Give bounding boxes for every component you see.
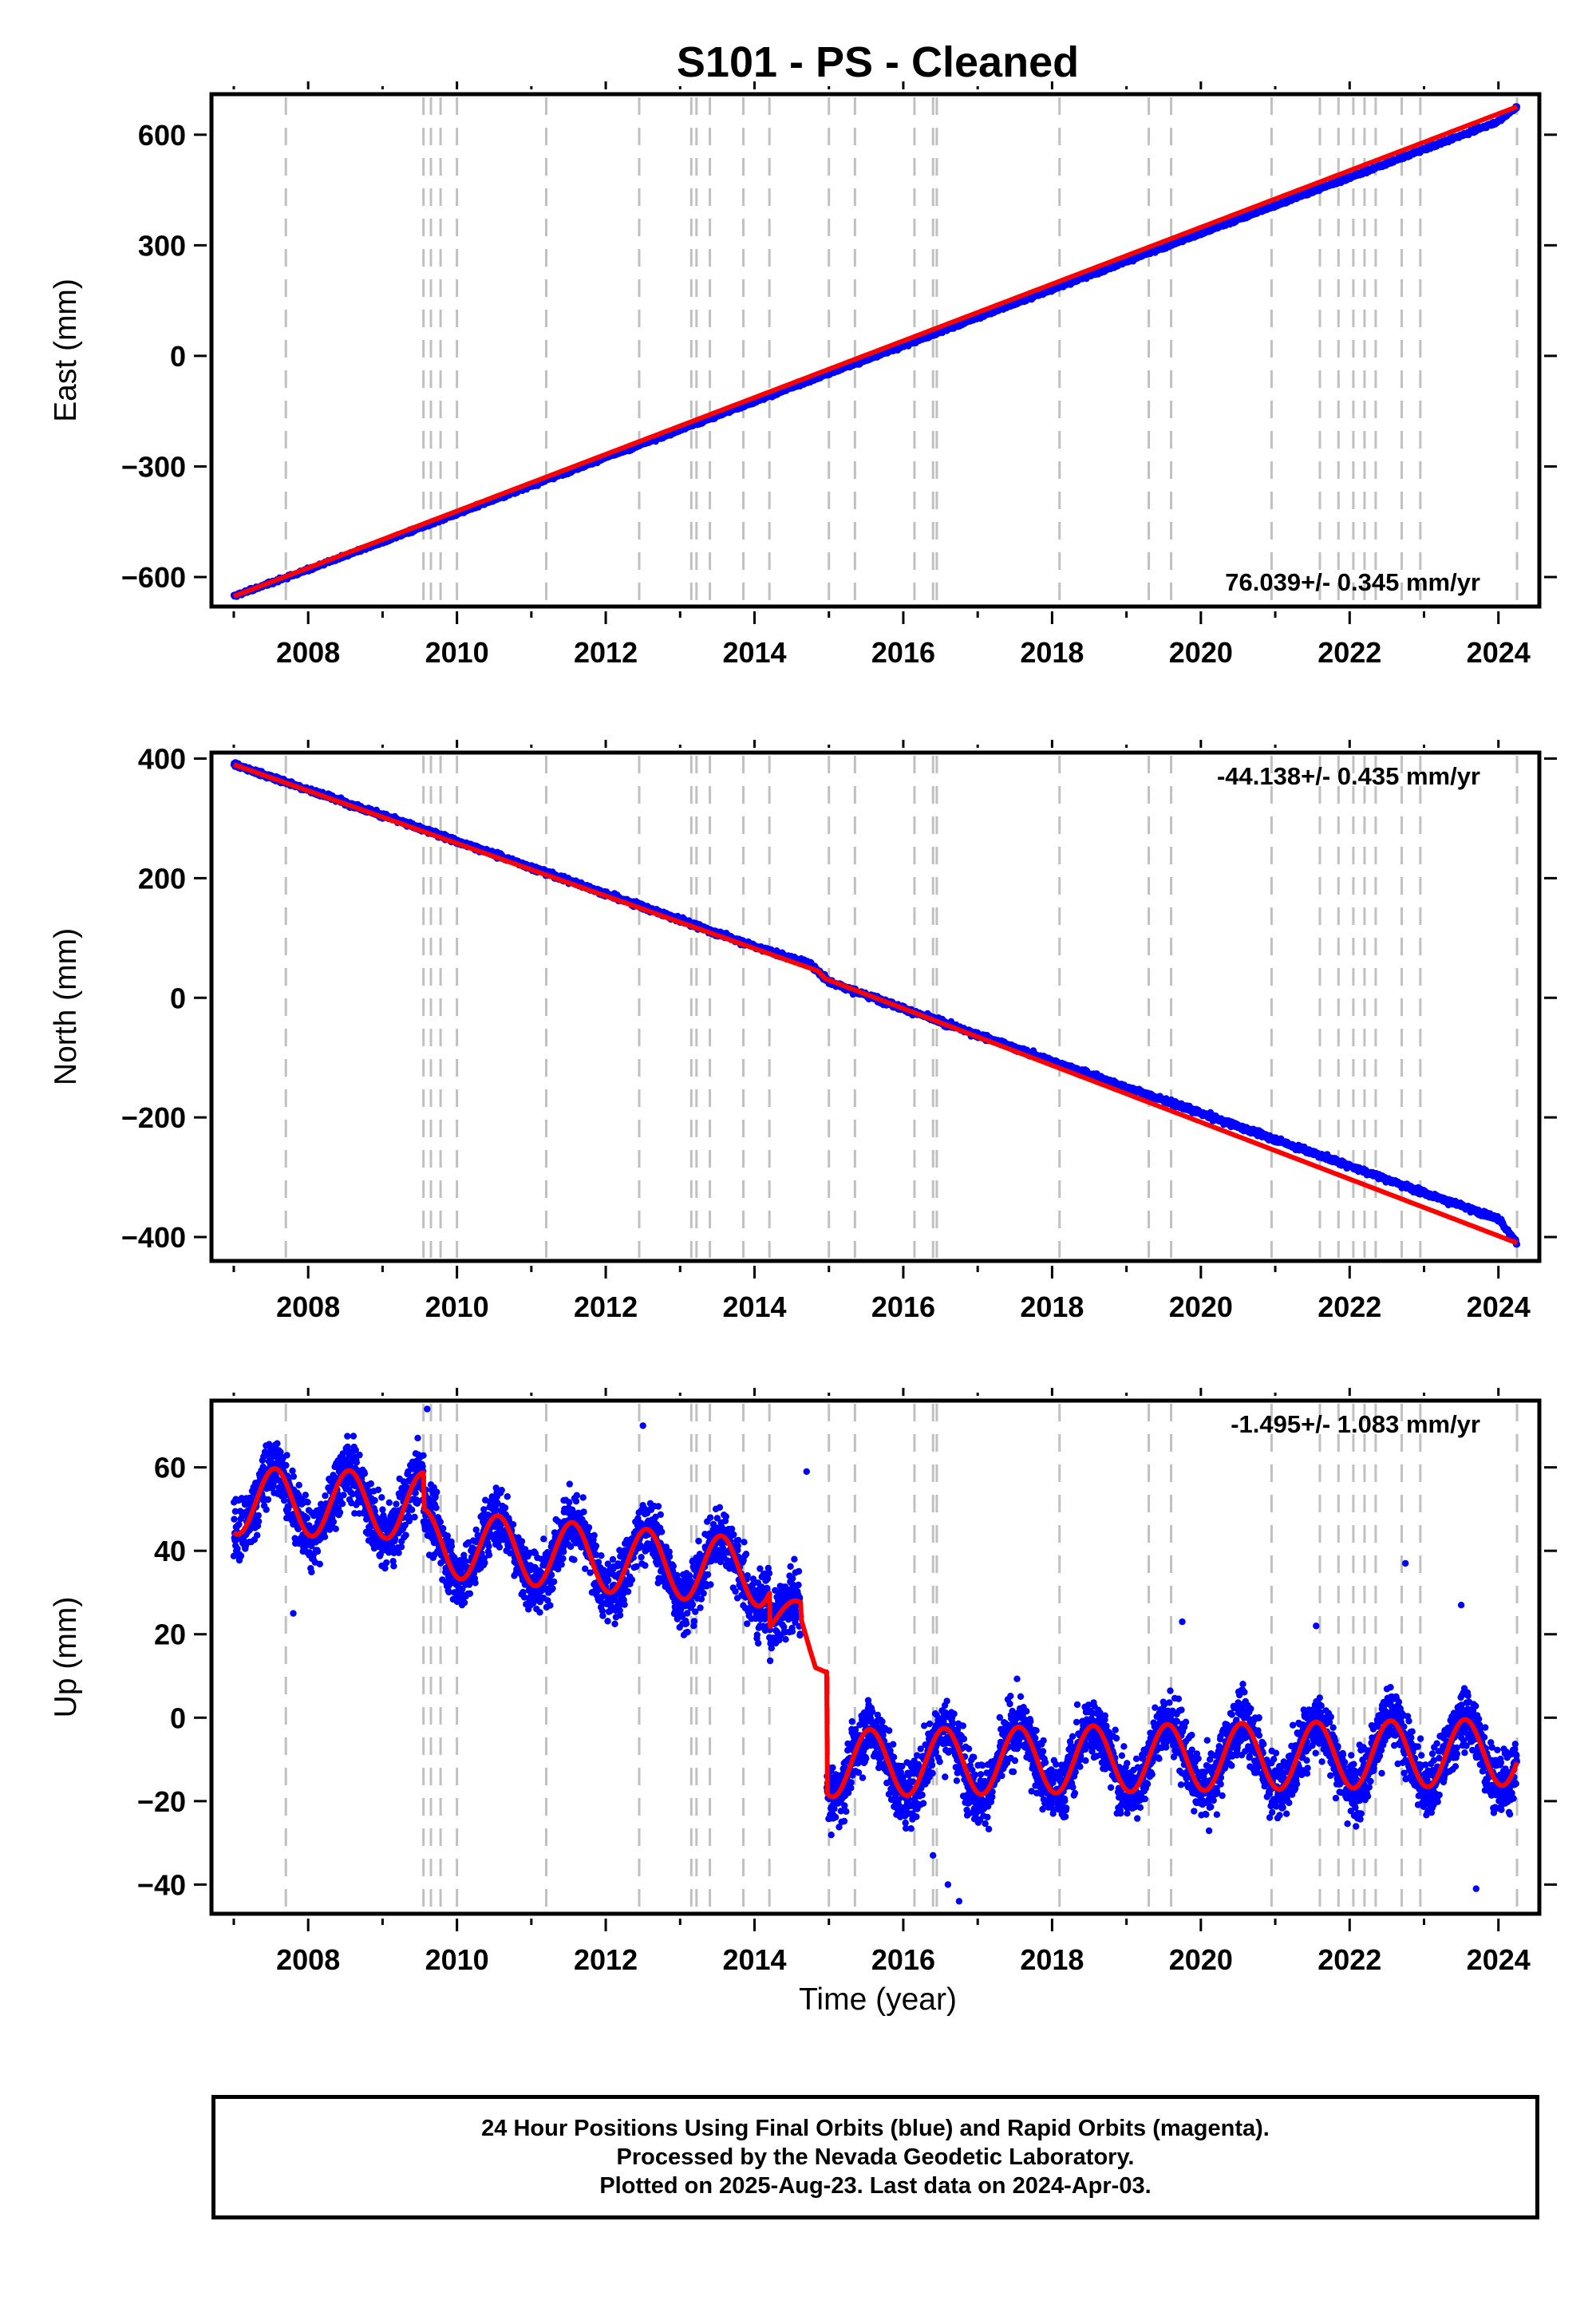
east-panel: 2008 2010 2012 2014 2016 2018 2020 2022 2024 −600… (49, 81, 1557, 669)
north-x-tick-label: 2024 (1467, 1290, 1531, 1323)
up-y-tick-label: 0 (170, 1701, 186, 1734)
east-x-tick-label: 2008 (276, 636, 340, 669)
up-y-tick-label: −40 (137, 1868, 186, 1901)
east-frame (209, 92, 1542, 609)
north-x-tick-label: 2020 (1169, 1290, 1233, 1323)
north-x-tick-label: 2012 (574, 1290, 638, 1323)
north-panel: 2008 2010 2012 2014 2016 2018 2020 2022 2024 −400… (49, 740, 1557, 1323)
east-x-tick-label: 2018 (1020, 636, 1084, 669)
north-y-tick-label: −200 (121, 1101, 186, 1134)
east-x-tick-label: 2016 (871, 636, 935, 669)
north-model-line (233, 762, 1519, 1246)
up-x-tick-label: 2018 (1020, 1943, 1084, 1976)
east-model-line (232, 104, 1519, 599)
up-y-tick-label: 20 (154, 1618, 186, 1651)
footer-line-3: Plotted on 2025-Aug-23. Last data on 202… (599, 2173, 1152, 2199)
east-x-tick-label: 2024 (1467, 636, 1531, 669)
up-x-tick-label: 2020 (1169, 1943, 1233, 1976)
footer-line-2: Processed by the Nevada Geodetic Laborat… (616, 2144, 1135, 2170)
up-model-line (231, 1466, 1519, 1800)
east-x-tick-label: 2014 (722, 636, 786, 669)
east-x-tick-label: 2010 (425, 636, 489, 669)
up-rate-label: -1.495+/- 1.083 mm/yr (1231, 1410, 1480, 1438)
east-y-tick-label: −600 (121, 561, 186, 594)
east-x-tick-label: 2022 (1317, 636, 1381, 669)
east-x-tick-label: 2012 (574, 636, 638, 669)
north-x-tick-label: 2022 (1317, 1290, 1381, 1323)
up-x-tick-label: 2008 (276, 1943, 340, 1976)
up-panel: 2008 2010 2012 2014 2016 2018 2020 2022 2024 −40 −… (49, 1388, 1557, 1976)
up-y-tick-label: 60 (154, 1452, 186, 1484)
up-x-tick-label: 2012 (574, 1943, 638, 1976)
up-x-tick-label: 2010 (425, 1943, 489, 1976)
north-x-tick-label: 2014 (722, 1290, 786, 1323)
up-x-tick-label: 2022 (1317, 1943, 1381, 1976)
north-x-tick-label: 2008 (276, 1290, 340, 1323)
north-y-tick-label: −400 (121, 1221, 186, 1254)
up-x-tick-label: 2024 (1467, 1943, 1531, 1976)
east-y-tick-label: −300 (121, 450, 186, 483)
up-y-tick-label: 40 (154, 1535, 186, 1567)
up-y-tick-label: −20 (137, 1785, 186, 1818)
chart-title: S101 - PS - Cleaned (677, 38, 1079, 86)
north-y-tick-label: 400 (138, 742, 186, 775)
up-y-axis-label: Up (mm) (49, 1597, 83, 1718)
north-data-points (230, 759, 1521, 1248)
north-y-tick-label: 0 (170, 982, 186, 1014)
north-x-tick-label: 2016 (871, 1290, 935, 1323)
north-frame (209, 750, 1542, 1263)
east-y-tick-label: 600 (138, 119, 186, 152)
north-rate-label: -44.138+/- 0.435 mm/yr (1217, 762, 1480, 790)
up-data-layer (230, 1405, 1521, 1905)
up-frame (209, 1398, 1542, 1916)
east-rate-label: 76.039+/- 0.345 mm/yr (1225, 568, 1480, 596)
north-y-tick-label: 200 (138, 862, 186, 895)
east-x-tick-label: 2020 (1169, 636, 1233, 669)
footer-info-box: 24 Hour Positions Using Final Orbits (bl… (211, 2095, 1539, 2219)
north-y-axis-label: North (mm) (49, 928, 83, 1085)
east-y-tick-label: 0 (170, 340, 186, 373)
up-data-points (230, 1405, 1521, 1905)
up-x-tick-label: 2014 (722, 1943, 786, 1976)
x-axis-label: Time (year) (799, 1982, 957, 2017)
north-x-tick-label: 2010 (425, 1290, 489, 1323)
north-x-tick-label: 2018 (1020, 1290, 1084, 1323)
east-y-tick-label: 300 (138, 229, 186, 262)
north-data-layer (230, 759, 1521, 1248)
footer-line-1: 24 Hour Positions Using Final Orbits (bl… (481, 2116, 1270, 2141)
east-data-layer (230, 103, 1521, 600)
east-y-axis-label: East (mm) (49, 279, 83, 422)
up-x-tick-label: 2016 (871, 1943, 935, 1976)
